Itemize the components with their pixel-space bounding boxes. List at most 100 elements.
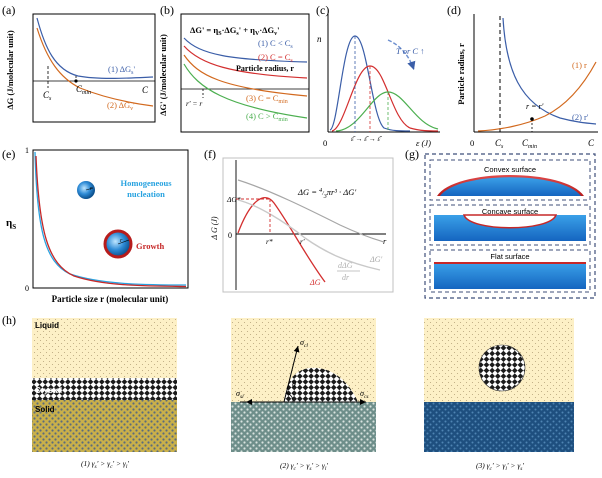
flat-surface-box: Flat surface [429,249,591,293]
convex-surface-box: Convex surface [429,159,591,201]
c-arrow-label: T or C ↑ [396,46,424,56]
b-req-label: r' = r [186,99,202,108]
sigma-sl-label: σsl [236,389,244,400]
cmin-point [74,79,78,83]
c-curve-blue [329,35,411,132]
panel-a-tag: (a) [2,3,15,17]
scene1-solid-label: Solid [35,405,55,414]
growth-label: Growth [136,241,164,251]
panel-a: (a) ΔG (J/molecular unit) Cs Cmin C (1) … [2,3,156,123]
panel-h: (h) Liquid Crystal Solid (1) γs' > γc' >… [2,313,574,472]
panel-c-tag: (c) [316,3,329,17]
b-legend-item-4: (4) C > Cmin [246,111,288,123]
panel-a-xlabel: C [142,85,149,95]
scene2-solid [231,402,376,452]
panel-f-ylabel: Δ G (J) [210,216,219,241]
d-curve-r [477,61,597,132]
panel-c: (c) n 0 ε (J) T or C ↑ ε̄ → ε̄ → ε̄ [316,3,440,148]
panel-b-tag: (b) [160,3,174,17]
scene1-caption: (1) γs' > γc' > γl' [81,459,129,470]
panel-d-ylabel: Particle radius, r [456,43,466,105]
scene1-crystal [32,378,177,400]
panel-c-ylabel: n [317,34,322,44]
growth-r-label: r [120,238,123,244]
f-dg-label: ΔG [309,278,321,287]
sigma-cl-arrow [283,345,300,403]
panel-e-frame [32,149,189,289]
f-curve-dgp [237,179,385,243]
d-cs-label: Cs [495,138,504,150]
panel-a-ylabel: ΔG (J/molecular unit) [5,30,15,109]
convex-cap-inner [440,177,581,196]
f-deriv-num: dΔG [338,261,353,270]
panel-b-xlabel: Particle radius, r [236,64,294,73]
d-label-rprime: (2) r' [572,112,589,122]
panel-e-ymax: 1 [25,146,29,155]
cmin-label: Cmin [76,84,91,96]
panel-e: (e) 1 0 ηS r r Homogeneous nucleation Gr… [2,146,189,304]
theta-arc [286,392,294,403]
homo-radius-line [85,187,94,191]
panel-f: (f) Δ G (J) r 0 ΔG = 4/3πr³ · ΔG' ΔG* r*… [204,147,394,293]
sigma-cl-label: σcl [300,338,308,349]
panel-g-tag: (g) [405,147,419,161]
panel-c-xlabel: ε (J) [416,138,431,148]
panel-f-frame [222,157,394,293]
panel-f-formula: ΔG = 4/3πr³ · ΔG' [297,187,356,200]
scene3-sphere-outline [478,344,526,392]
flat-label: Flat surface [490,252,529,261]
panel-e-xlabel: Particle size r (molecular unit) [52,294,169,304]
e-curve-growth [35,155,187,288]
panel-b-formula: ΔG' = ηS·ΔGs' + ηV·ΔGv' [190,25,280,37]
theta-label: θ [292,380,296,389]
b-legend: (1) C < Cs (2) C = Cs (3) C = Cmin (4) C… [246,38,293,123]
scene2-crystal-cap [284,367,358,402]
e-curve-homo [34,151,187,286]
b-curve-2 [183,45,308,79]
curve2-label: (2) ΔGv' [107,100,135,112]
convex-label: Convex surface [484,165,536,174]
panel-b: (b) ΔG' (J/molecular unit) ΔG' = ηS·ΔGs'… [158,3,310,133]
panel-b-frame [180,13,310,133]
scene2-caption: (2) γc' > γs' > γl' [280,461,328,472]
panel-d-xlabel: C [588,138,595,148]
scene3-crystal-sphere [479,345,525,391]
f-curve-deriv [237,199,381,271]
curve-dgv-prime [36,27,154,107]
scene-2: σcl σsl σcs θ (2) γc' > γs' > γl' [231,318,376,472]
panel-d-tag: (d) [447,3,461,17]
panel-e-tag: (e) [2,147,15,161]
c-tick-label: ε̄ → ε̄ → ε̄ [351,135,382,143]
b-legend-item-1: (1) C < Cs [258,38,293,50]
concave-dip [462,214,558,229]
flat-fill [434,263,586,289]
scene1-liquid [32,318,177,378]
panel-h-tag: (h) [2,313,16,327]
f-gstar-label: ΔG* [226,195,241,204]
scene-3: (3) γc' > γl' > γs' [424,318,574,472]
sigma-cs-label: σcs [360,389,369,400]
scene1-solid [32,400,177,452]
b-curve-3 [183,54,308,97]
f-curve-dg [237,197,326,283]
f-rprime-label: r' [300,237,305,246]
f-deriv-den: dr [342,273,350,282]
d-curve-rprime [502,17,597,125]
panel-d-origin: 0 [470,138,474,148]
c-curve-red [331,65,439,132]
panel-f-zero: 0 [228,231,232,240]
panel-a-frame [32,13,156,123]
homo-label-line2: nucleation [127,189,165,199]
scene3-caption: (3) γc' > γl' > γs' [476,461,524,472]
c-shift-arrow [387,39,416,71]
cs-label: Cs [43,90,52,102]
panel-e-yzero: 0 [25,284,29,293]
concave-surface-box: Concave surface [429,204,591,246]
scene1-crystal-label: Crystal [35,386,62,395]
b-curve-1 [183,37,308,63]
panel-f-tag: (f) [204,147,216,161]
b-legend-item-2: (2) C = Cs [258,52,293,64]
panel-e-ylabel: ηS [6,217,16,231]
panel-g-frame [424,153,596,299]
